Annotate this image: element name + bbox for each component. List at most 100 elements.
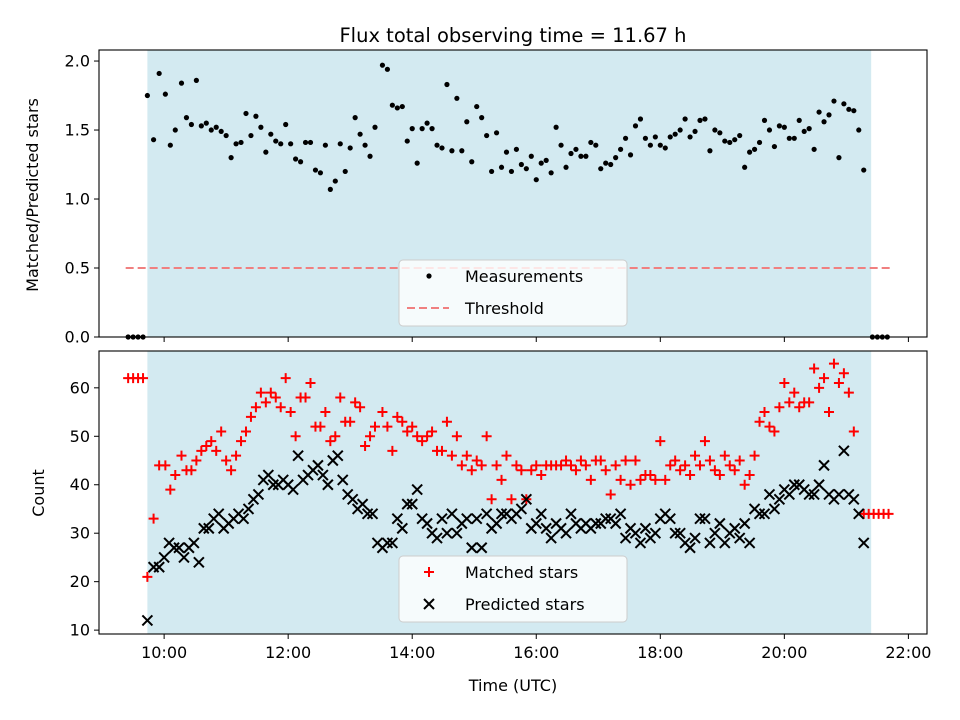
predicted-star-point (386, 537, 399, 549)
matched-star-point (387, 445, 398, 456)
matched-star-point (355, 402, 366, 413)
predicted-star-point (475, 542, 488, 554)
matched-star-point (650, 474, 661, 485)
measurement-point (342, 168, 348, 175)
matched-star-point (605, 489, 616, 500)
matched-star-point (690, 450, 701, 461)
matched-star-point (883, 508, 894, 519)
predicted-star-point (203, 522, 215, 535)
predicted-star-point (858, 537, 870, 549)
predicted-star-point (704, 537, 716, 549)
matched-star-point (422, 431, 433, 442)
matched-star-point (814, 382, 825, 393)
measurement-point (489, 168, 495, 175)
matched-star-point (774, 402, 785, 413)
matched-star-point (486, 494, 497, 505)
matched-star-point (138, 373, 149, 384)
measurement-point (233, 141, 239, 147)
measurement-point (826, 112, 832, 118)
predicted-star-point (565, 508, 577, 520)
predicted-star-point (590, 517, 602, 530)
x-tick-label: 22:00 (885, 643, 931, 662)
predicted-star-point (446, 508, 458, 520)
matched-star-point (531, 460, 542, 471)
predicted-star-point (694, 512, 706, 525)
legend-label: Measurements (465, 267, 583, 286)
panel-counts: 10 20 30 40 50 60 10:00 12:00 14:00 16:00 18:00 20… (29, 350, 931, 695)
matched-star-point (570, 465, 581, 476)
predicted-star-point (540, 522, 552, 535)
matched-star-point (580, 460, 591, 471)
measurement-point (627, 152, 634, 158)
measurement-point (459, 148, 465, 154)
measurement-point (751, 146, 758, 152)
predicted-star-point (421, 517, 433, 530)
matched-star-point (794, 402, 805, 413)
measurement-point (543, 157, 549, 163)
measurement-point (362, 142, 368, 148)
measurement-point (384, 66, 391, 72)
matched-star-point (704, 455, 715, 466)
predicted-star-point (600, 512, 612, 525)
matched-star-point (585, 474, 596, 485)
matched-star-point (196, 445, 207, 456)
measurement-point (293, 156, 299, 162)
predicted-star-point (614, 508, 627, 520)
matched-star-point (476, 460, 487, 471)
matched-star-point (221, 455, 232, 466)
x-tick-label: 16:00 (513, 643, 559, 662)
predicted-star-point (629, 527, 642, 539)
matched-star-point (436, 445, 447, 456)
measurement-point (533, 177, 539, 183)
matched-star-point (804, 397, 815, 408)
measurement-point (687, 134, 693, 140)
measurement-point (198, 123, 204, 129)
measurement-point (327, 186, 333, 192)
measurement-point (776, 123, 782, 129)
matched-star-point (255, 387, 266, 398)
measurement-point (618, 146, 624, 152)
predicted-star-point (530, 517, 542, 530)
matched-star-point (620, 455, 631, 466)
predicted-star-point (141, 614, 154, 627)
measurement-point (464, 119, 470, 125)
predicted-star-point (639, 522, 652, 535)
matched-star-point (456, 460, 467, 471)
predicted-star-point (490, 517, 503, 530)
matched-star-point (685, 470, 696, 481)
measurement-point (816, 109, 822, 115)
predicted-star-point (520, 493, 533, 505)
matched-star-point (838, 368, 849, 379)
measurement-point (322, 142, 328, 148)
x-tick-label: 18:00 (637, 643, 683, 662)
measurement-point (178, 80, 185, 86)
measurement-point (317, 170, 324, 176)
matched-star-point (325, 436, 336, 447)
predicted-star-point (441, 527, 453, 539)
measurement-point (414, 160, 420, 166)
matched-star-point (749, 450, 760, 461)
predicted-star-point (664, 512, 676, 525)
measurement-point (150, 137, 157, 143)
measurement-point (697, 117, 703, 123)
measurement-point (806, 126, 812, 132)
matched-star-point (595, 455, 606, 466)
measurement-point (449, 148, 455, 154)
matched-star-point (441, 416, 452, 427)
matched-star-point (165, 484, 176, 495)
predicted-star-point (423, 598, 435, 610)
measurement-point (484, 132, 490, 139)
predicted-star-point (356, 498, 369, 510)
matched-star-point (630, 455, 641, 466)
matched-star-point (305, 377, 316, 388)
predicted-star-point (262, 469, 275, 481)
predicted-star-point (391, 512, 404, 525)
measurement-point (841, 101, 847, 107)
matched-star-point (769, 426, 780, 437)
measurement-point (193, 77, 199, 83)
predicted-star-point (252, 488, 265, 501)
matched-star-point (625, 479, 636, 490)
matched-star-point (511, 460, 522, 471)
measurement-point (263, 149, 269, 155)
